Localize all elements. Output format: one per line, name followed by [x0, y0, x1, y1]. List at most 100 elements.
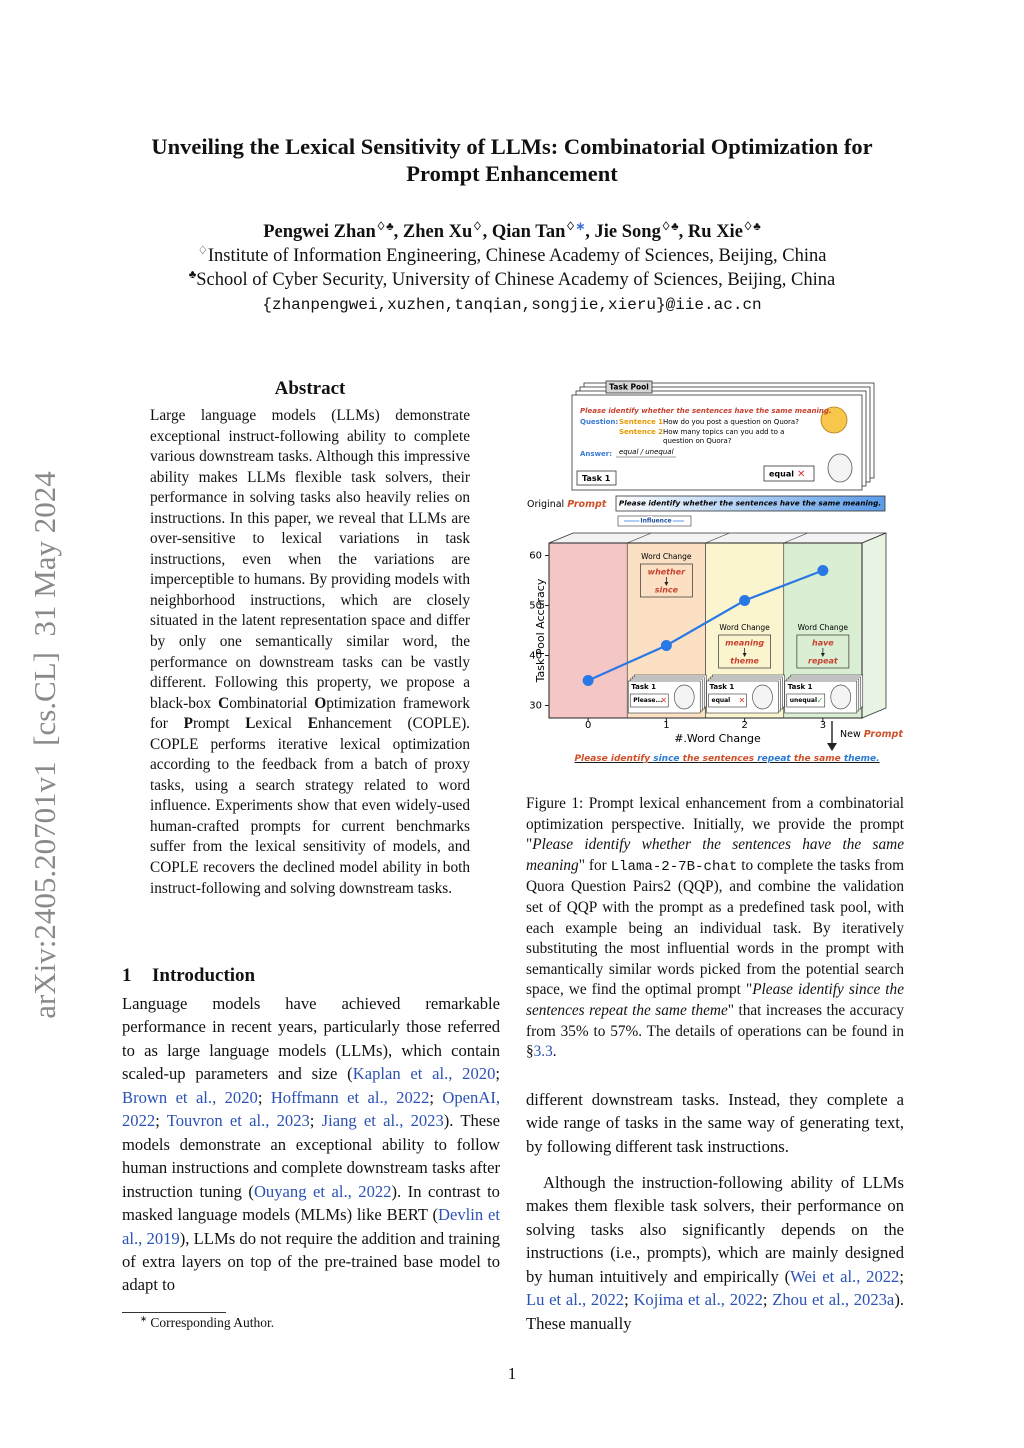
annotation-to: since: [655, 586, 679, 595]
text-run: ♣: [188, 268, 197, 281]
annotation-title: Word Change: [798, 623, 849, 632]
prompt-box: [615, 495, 886, 512]
sentence-text: question on Quora?: [663, 437, 732, 445]
text-run: ♢: [565, 220, 576, 233]
annotation-title: Word Change: [641, 552, 692, 561]
text-run: ♢♣: [742, 220, 761, 233]
final-prompt: Please identify since the sentences repe…: [574, 754, 879, 764]
text-run: " for: [578, 856, 611, 874]
text-run: , Ru Xie: [678, 222, 743, 242]
arxiv-stamp: arXiv:2405.20701v1 [cs.CL] 31 May 2024: [27, 471, 62, 1019]
text-run: Prompt: [567, 499, 607, 510]
text-run: ;: [309, 1111, 322, 1131]
text-run: E: [307, 715, 318, 733]
x-tick-label: 1: [663, 720, 669, 731]
plot: 30 40 50 60 0 1 2 3 #.Word Change Task Pool Accur…: [529, 532, 887, 745]
text-run: Please identify whether the sentences ha…: [526, 836, 904, 874]
text-run: C: [218, 694, 230, 712]
band-edge: [861, 532, 887, 544]
plot-side-face: [861, 532, 887, 719]
text-run: Touvron et al., 2023: [166, 1111, 310, 1131]
result-mark: ✕: [797, 469, 805, 480]
accuracy-line: [587, 569, 824, 682]
sentence-label: Sentence 1: [619, 418, 663, 426]
text-run: Institute of Information Engineering, Ch…: [207, 246, 827, 266]
text-run: ). These models demonstrate an exception…: [122, 1111, 500, 1201]
y-tick-label: 50: [529, 601, 542, 612]
annotation-arrow-head: [742, 653, 747, 657]
text-run: " that increases the accuracy from 35% t…: [526, 1001, 904, 1061]
figure: 30 40 50 60 0 1 2 3 #.Word Change Task Pool Accur…: [527, 380, 903, 764]
text-run: School of Cyber Security, University of …: [196, 270, 836, 290]
text-run: Corresponding Author.: [147, 1315, 275, 1330]
text-run: ;: [495, 1064, 500, 1084]
text-run: ombinatorial: [229, 694, 315, 712]
text-run: Ouyang et al., 2022: [253, 1181, 392, 1201]
tab: [605, 380, 653, 394]
x-tick-label: 0: [585, 720, 591, 731]
answer-options: equal / unequal: [619, 448, 674, 456]
task-card-mark: ✓: [817, 696, 824, 705]
text-run: Although the instruction-following abili…: [526, 1173, 904, 1286]
x-tick-label: 2: [741, 720, 747, 731]
original-prompt-label: Original Prompt: [527, 499, 607, 510]
text-run: ;: [155, 1111, 167, 1131]
text-run: Original: [527, 499, 567, 510]
y-tick-label: 40: [529, 651, 542, 662]
text-run: OpenAI, 2022: [122, 1087, 500, 1131]
alpaca-icon: [827, 453, 853, 483]
task-card-label: Task 1: [710, 683, 735, 691]
affiliation: ♢Institute of Information Engineering, C…: [0, 245, 1024, 267]
alpaca-icon: [752, 684, 773, 710]
plot-frame: [548, 542, 863, 719]
text-run: ∗: [575, 220, 586, 233]
text-run: Lu et al., 2022: [526, 1290, 625, 1310]
text-run: Brown et al., 2020: [122, 1087, 258, 1107]
text-run: to complete the tasks from Quora Questio…: [526, 856, 904, 999]
task-card-answer: unequal: [790, 697, 817, 704]
task-card-answer-box: [629, 693, 669, 708]
annotation-arrow-head: [664, 582, 669, 586]
result-label: equal: [769, 470, 794, 479]
text-run: ♢♣: [375, 220, 394, 233]
y-tick-label: 30: [529, 701, 542, 712]
text-run: Wei et al., 2022: [790, 1266, 900, 1286]
annotation-arrow-head: [820, 653, 825, 657]
text-run: different downstream tasks. Instead, the…: [526, 1090, 904, 1156]
text-run: ). In contrast to masked language models…: [122, 1181, 500, 1225]
text-run: the same: [791, 754, 844, 764]
text-run: ;: [762, 1290, 773, 1310]
result-box: [763, 465, 815, 482]
annotation-box: [718, 634, 771, 669]
text-run: ). These manually: [526, 1290, 904, 1333]
annotation-from: whether: [648, 568, 686, 577]
abstract-text: Large language models (LLMs) demonstrate…: [150, 406, 470, 899]
band-edge: [783, 532, 808, 544]
text-run: rompt: [192, 715, 246, 733]
footnote: ∗ Corresponding Author.: [140, 1315, 274, 1331]
text-run: Please identify: [574, 754, 653, 764]
text-run: New: [840, 729, 864, 740]
question-label: Question:: [580, 418, 618, 426]
footnote-rule: [122, 1312, 226, 1313]
annotation-to: repeat: [808, 657, 839, 666]
text-run: .: [552, 1043, 557, 1061]
text-run: Hoffmann et al., 2022: [270, 1087, 430, 1107]
task-pool-stack: [571, 382, 875, 491]
text-run: , Zhen Xu: [393, 222, 473, 242]
text-run: repeat: [757, 754, 791, 764]
text-run: Figure 1: Prompt lexical enhancement fro…: [526, 795, 904, 854]
text-run: ;: [429, 1087, 443, 1107]
arrow-head: [827, 743, 837, 751]
alpaca-icon: [673, 684, 695, 710]
abstract-heading: Abstract: [274, 378, 346, 399]
text-run: P: [183, 715, 193, 733]
task-card-label: Task 1: [631, 683, 656, 691]
text-run: Large language models (LLMs) demonstrate…: [150, 407, 470, 712]
sentence-label: Sentence 2: [619, 428, 663, 436]
text-run: nhancement (COPLE). COPLE performs itera…: [150, 715, 470, 897]
x-tick-label: 3: [820, 720, 826, 731]
accuracy-point: [817, 565, 829, 576]
text-run: ;: [257, 1087, 271, 1107]
new-prompt-label: New Prompt: [840, 729, 903, 740]
